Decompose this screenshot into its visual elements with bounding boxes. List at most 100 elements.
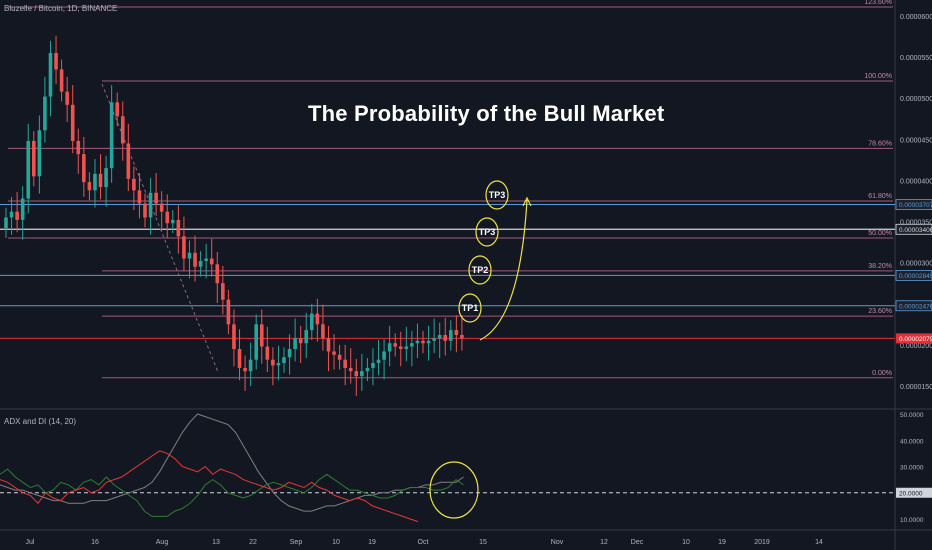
candle-body — [387, 343, 392, 352]
price-tag — [896, 333, 932, 344]
candle-body — [65, 91, 69, 105]
candle-body — [215, 264, 220, 284]
candle-body — [332, 351, 336, 355]
fib-level-label: 123.60% — [864, 0, 892, 6]
candle-body — [59, 69, 64, 92]
projection-arrow[interactable] — [479, 199, 528, 341]
fib-level-label: 61.80% — [868, 193, 892, 200]
candle-body — [337, 354, 342, 360]
candle-body — [154, 192, 158, 204]
candle-body — [104, 168, 108, 188]
candle-body — [82, 154, 86, 183]
candle-body — [421, 340, 425, 344]
fib-level-label: 0.00% — [872, 370, 892, 377]
time-axis-tick: Dec — [631, 539, 644, 546]
indicator-series-line[interactable] — [0, 468, 464, 517]
arrow-head — [522, 196, 532, 207]
candle-body — [137, 190, 142, 204]
candle-body — [287, 349, 292, 358]
indicator-title: ADX and DI (14, 20) — [4, 417, 77, 426]
indicator-series-line[interactable] — [0, 413, 464, 512]
candle-body — [4, 217, 8, 229]
candle-body — [198, 261, 203, 267]
candle-body — [76, 140, 81, 155]
adx-highlight-circle[interactable] — [429, 461, 479, 519]
indicator-axis-tick: 50.0000 — [900, 412, 924, 419]
target-circle[interactable] — [475, 217, 499, 247]
indicator-pane[interactable] — [0, 410, 895, 530]
indicator-axis-tick: 40.0000 — [900, 438, 924, 445]
candle-body — [293, 338, 297, 349]
target-label: TP3 — [489, 190, 506, 200]
price-tag-label: 0.00003707 — [899, 202, 932, 209]
candle-body — [148, 192, 153, 218]
candle-body — [449, 330, 453, 341]
indicator-series-line[interactable] — [0, 450, 419, 523]
target-circle[interactable] — [468, 255, 492, 285]
time-axis-tick: 15 — [479, 539, 487, 546]
candle-body — [315, 313, 320, 325]
candle-body — [310, 313, 314, 331]
target-label: TP3 — [479, 227, 496, 237]
fib-level-label: 38.20% — [868, 263, 892, 270]
time-axis-tick: 12 — [600, 539, 608, 546]
price-tag-label: 0.00002845 — [899, 273, 932, 280]
symbol-title: Bluzelle / Bitcoin, 1D, BINANCE — [4, 4, 118, 13]
price-tag — [895, 270, 932, 281]
candle-body — [426, 340, 431, 344]
candle-body — [248, 359, 253, 372]
candle-body — [9, 211, 14, 218]
headline-text: The Probability of the Bull Market — [308, 101, 665, 126]
annotations[interactable]: TP1 TP2 TP3 TP3 — [458, 180, 532, 341]
candle-body — [187, 252, 192, 259]
candle-body — [343, 359, 347, 368]
candle-body — [115, 102, 119, 117]
candle-body — [376, 359, 381, 363]
time-axis-tick: Oct — [418, 539, 429, 546]
time-axis-tick: Aug — [156, 539, 169, 546]
candle-body — [460, 335, 464, 339]
target-circle[interactable] — [458, 293, 482, 323]
trend-line[interactable] — [101, 83, 219, 373]
candle-body — [259, 324, 264, 347]
threshold-tag — [896, 487, 932, 498]
candle-body — [443, 335, 448, 341]
indicator-axis-tick: 30.0000 — [900, 465, 924, 472]
candle-body — [87, 182, 92, 191]
candle-body — [271, 359, 275, 366]
candle-body — [159, 203, 164, 212]
candle-body — [143, 203, 147, 218]
time-axis-tick: 10 — [332, 539, 340, 546]
candle-body — [204, 258, 208, 262]
candle-body — [171, 219, 175, 224]
candle-body — [276, 362, 281, 366]
target-circle[interactable] — [485, 180, 509, 210]
time-axis-tick: 2019 — [754, 539, 770, 546]
candle-body — [348, 367, 353, 372]
time-axis-tick: Nov — [551, 539, 564, 546]
candle-body — [120, 116, 125, 144]
adx-indicator[interactable]: 50.000040.000030.000020.000010.000020.00… — [0, 412, 932, 524]
time-axis[interactable]: Jul 16 Aug 13 22 Sep 10 19 Oct 15 Nov 12 Dec 10 19 2019… — [26, 539, 823, 546]
candle-body — [360, 371, 364, 377]
candle-body — [98, 173, 103, 188]
price-tag-label: 0.00002476 — [899, 303, 932, 310]
candle-body — [176, 219, 181, 237]
candles — [4, 35, 464, 396]
time-axis-tick: 19 — [718, 539, 726, 546]
candle-body — [48, 53, 53, 97]
candle-body — [37, 130, 42, 177]
candle-body — [70, 104, 75, 141]
candle-body — [15, 211, 19, 220]
candle-body — [32, 140, 36, 177]
candle-body — [232, 324, 236, 349]
price-tag — [895, 300, 932, 312]
candle-body — [415, 340, 420, 344]
